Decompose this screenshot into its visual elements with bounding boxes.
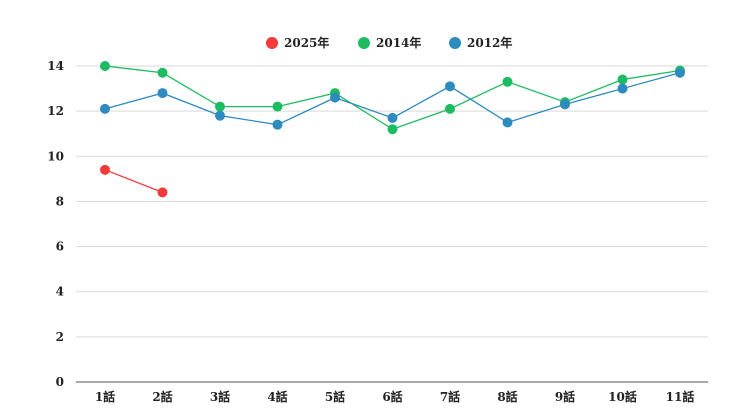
data-point bbox=[157, 67, 168, 78]
data-point bbox=[617, 74, 628, 85]
x-tick-label: 3話 bbox=[210, 389, 230, 404]
chart-grid bbox=[76, 65, 708, 383]
data-point bbox=[100, 103, 110, 114]
data-point bbox=[445, 103, 455, 114]
data-point bbox=[100, 61, 110, 71]
legend-label: 2014年 bbox=[376, 35, 421, 50]
x-tick-label: 5話 bbox=[325, 389, 345, 404]
y-axis-ticks: 0 2 4 6 8 10 12 14 bbox=[47, 59, 64, 389]
y-tick-label: 12 bbox=[47, 104, 64, 118]
data-point bbox=[387, 112, 398, 123]
y-tick-label: 6 bbox=[56, 240, 64, 254]
data-point bbox=[215, 110, 225, 121]
chart-legend: 2025年 2014年 2012年 bbox=[266, 35, 512, 50]
series-2 bbox=[100, 61, 685, 135]
legend-item: 2012年 bbox=[449, 35, 512, 50]
data-point bbox=[157, 88, 168, 99]
data-point bbox=[445, 81, 455, 92]
data-point bbox=[272, 119, 283, 130]
legend-marker bbox=[449, 37, 461, 49]
data-point bbox=[100, 164, 110, 175]
y-tick-label: 10 bbox=[47, 149, 64, 163]
y-tick-label: 8 bbox=[56, 194, 64, 208]
x-tick-label: 4話 bbox=[267, 389, 287, 404]
x-axis-ticks: 1話 2話 3話 4話 5話 6話 7話 8話 9話 10話 11話 bbox=[95, 389, 695, 404]
legend-label: 2012年 bbox=[467, 35, 512, 50]
data-point bbox=[272, 101, 283, 112]
legend-item: 2014年 bbox=[358, 35, 421, 50]
y-tick-label: 2 bbox=[56, 330, 64, 344]
data-point bbox=[502, 76, 513, 87]
series-3 bbox=[100, 67, 685, 130]
x-tick-label: 7話 bbox=[440, 389, 460, 404]
y-tick-label: 4 bbox=[56, 285, 64, 299]
data-point bbox=[617, 83, 628, 94]
legend-marker bbox=[266, 37, 278, 49]
x-tick-label: 11話 bbox=[666, 389, 695, 404]
x-tick-label: 10話 bbox=[608, 389, 637, 404]
data-point bbox=[560, 99, 570, 110]
data-point bbox=[675, 67, 685, 78]
legend-label: 2025年 bbox=[284, 35, 329, 50]
legend-item: 2025年 bbox=[266, 35, 329, 50]
data-point bbox=[387, 124, 398, 135]
series-1 bbox=[100, 164, 168, 198]
x-tick-label: 9話 bbox=[555, 389, 575, 404]
data-point bbox=[330, 92, 340, 103]
y-tick-label: 0 bbox=[56, 375, 64, 389]
x-tick-label: 6話 bbox=[382, 389, 402, 404]
x-tick-label: 1話 bbox=[95, 389, 115, 404]
y-tick-label: 14 bbox=[47, 59, 64, 73]
x-tick-label: 2話 bbox=[152, 389, 172, 404]
data-point bbox=[502, 117, 513, 128]
chart-series bbox=[100, 61, 685, 198]
series-line bbox=[104, 169, 163, 194]
data-point bbox=[215, 101, 225, 112]
data-point bbox=[157, 187, 168, 198]
x-tick-label: 8話 bbox=[497, 389, 517, 404]
legend-marker bbox=[358, 37, 370, 49]
